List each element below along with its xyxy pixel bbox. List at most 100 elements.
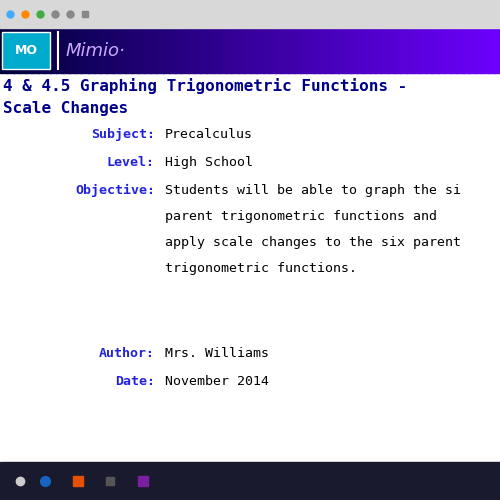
Bar [38,28,45,73]
Bar [388,28,395,73]
Bar [419,28,426,73]
Bar [169,28,176,73]
Bar [469,28,476,73]
Bar [44,28,51,73]
Bar [206,28,214,73]
Text: November 2014: November 2014 [165,375,269,388]
Bar [194,28,201,73]
Bar [431,28,438,73]
Bar [200,28,207,73]
Text: Author:: Author: [99,347,155,360]
Bar [325,28,332,73]
Bar [250,28,257,73]
Text: Level:: Level: [107,156,155,169]
Bar [288,28,295,73]
Bar [106,28,114,73]
Bar [69,28,76,73]
Bar [62,28,70,73]
Bar [294,28,301,73]
Text: Objective:: Objective: [75,184,155,197]
Bar [225,28,232,73]
Bar [312,28,320,73]
Bar [362,28,370,73]
Bar [319,28,326,73]
Bar [300,28,307,73]
Bar [56,28,64,73]
Text: parent trigonometric functions and: parent trigonometric functions and [165,210,437,223]
Bar [394,28,401,73]
Text: 4 & 4.5 Graphing Trigonometric Functions -: 4 & 4.5 Graphing Trigonometric Functions… [3,78,407,94]
Text: Students will be able to graph the si: Students will be able to graph the si [165,184,461,197]
Bar [238,28,245,73]
Text: Scale Changes: Scale Changes [3,101,128,116]
Bar [100,28,107,73]
FancyBboxPatch shape [2,32,50,69]
Bar [256,28,264,73]
Bar [31,28,38,73]
Bar [425,28,432,73]
Bar [462,28,470,73]
Bar [88,28,95,73]
Text: Mimio·: Mimio· [66,42,126,60]
Bar [125,28,132,73]
Bar [131,28,138,73]
Bar [0,73,500,462]
Bar [344,28,351,73]
Bar [338,28,345,73]
Bar [450,28,457,73]
Bar [406,28,413,73]
Text: MO: MO [14,44,38,57]
Bar [475,28,482,73]
Bar [6,28,14,73]
Bar [12,28,20,73]
Bar [94,28,101,73]
Bar [25,28,32,73]
Bar [375,28,382,73]
Text: Date:: Date: [115,375,155,388]
Bar [438,28,445,73]
Bar [481,28,488,73]
Bar [212,28,220,73]
Bar [262,28,270,73]
Bar [0,462,500,500]
Bar [150,28,157,73]
Bar [138,28,145,73]
Bar [456,28,464,73]
Bar [181,28,188,73]
Bar [162,28,170,73]
Bar [350,28,357,73]
Bar [112,28,120,73]
Bar [400,28,407,73]
Bar [0,0,500,28]
Bar [231,28,238,73]
Bar [444,28,451,73]
Bar [50,28,57,73]
Bar [156,28,164,73]
Bar [0,28,7,73]
Bar [281,28,288,73]
Bar [144,28,151,73]
Bar [188,28,195,73]
Text: Subject:: Subject: [91,128,155,141]
Bar [75,28,82,73]
Bar [269,28,276,73]
Bar [81,28,88,73]
Bar [412,28,420,73]
Bar [275,28,282,73]
Bar [331,28,338,73]
Bar [219,28,226,73]
Bar [244,28,251,73]
Text: High School: High School [165,156,253,169]
Text: trigonometric functions.: trigonometric functions. [165,262,357,275]
Bar [19,28,26,73]
Bar [382,28,388,73]
Bar [175,28,182,73]
Bar [356,28,364,73]
Text: Precalculus: Precalculus [165,128,253,141]
Text: apply scale changes to the six parent: apply scale changes to the six parent [165,236,461,249]
Bar [488,28,495,73]
Bar [306,28,314,73]
Text: Mrs. Williams: Mrs. Williams [165,347,269,360]
Bar [494,28,500,73]
Bar [119,28,126,73]
